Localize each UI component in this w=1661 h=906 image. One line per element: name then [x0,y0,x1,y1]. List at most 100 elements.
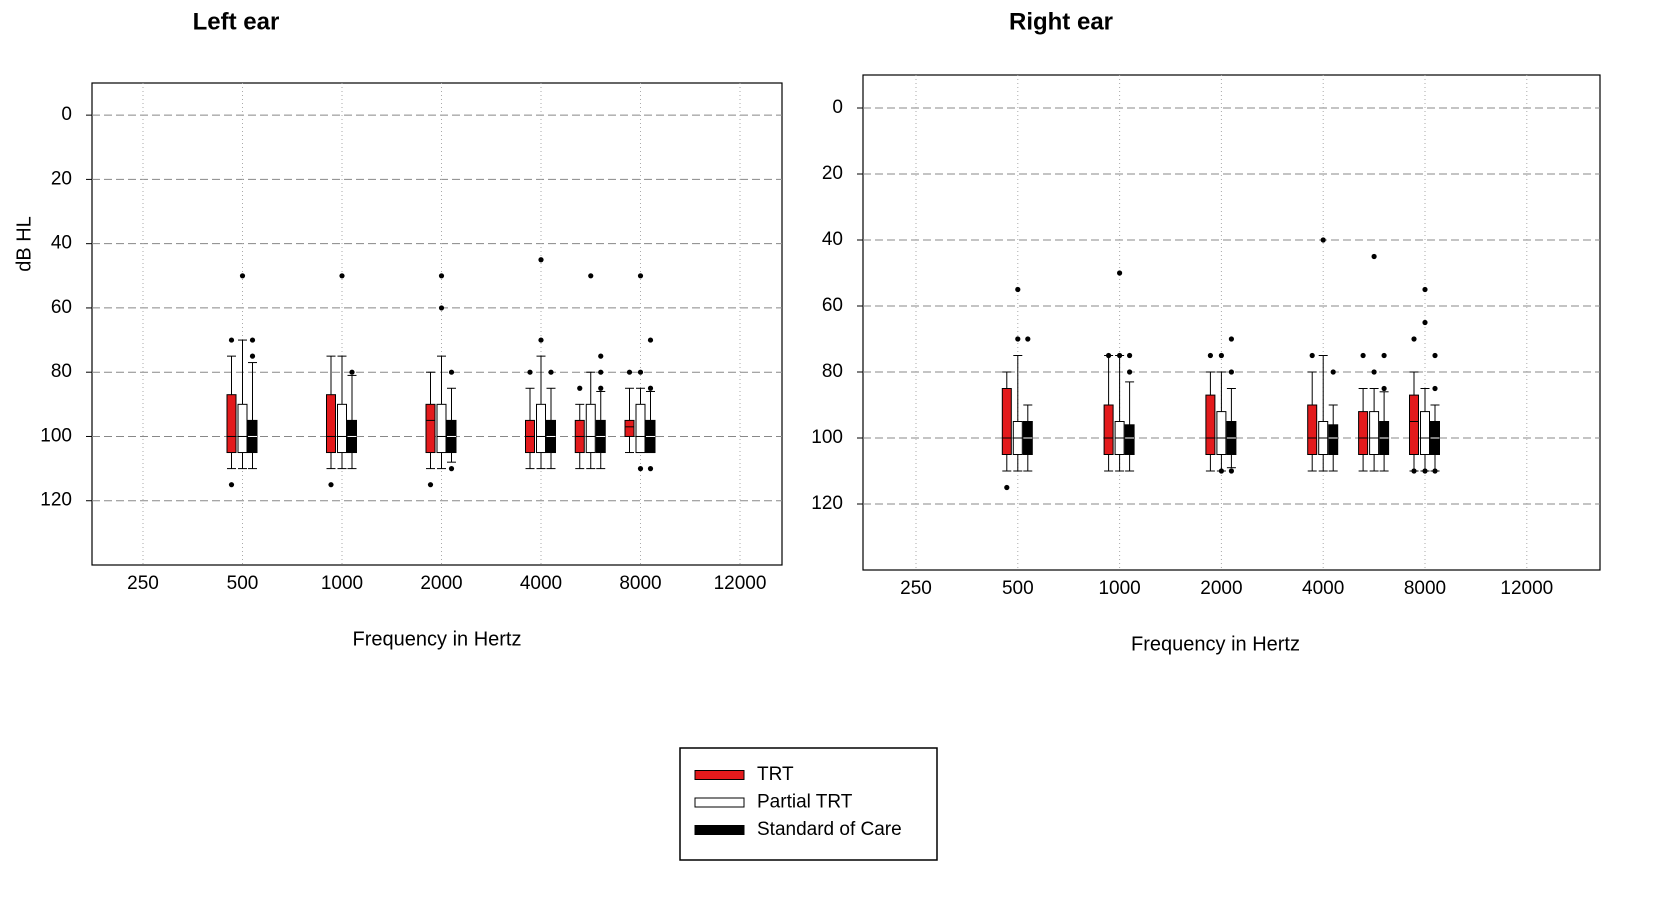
outlier [1320,237,1326,243]
box-group [1012,286,1023,472]
box-group [337,273,347,470]
outlier [438,273,445,279]
box-group [1001,371,1012,491]
outlier [1218,352,1224,359]
x-axis-label: Frequency in Hertz [1131,633,1300,655]
box-group [247,337,258,470]
outlier [598,385,604,391]
x-tick-label: 500 [1002,578,1034,599]
x-tick-label: 500 [227,573,259,594]
chart-title: Left ear [193,8,280,35]
outlier [1207,352,1213,359]
outlier [1360,352,1366,359]
box [1124,424,1135,455]
y-tick-label: 0 [832,97,843,118]
outlier [637,466,644,472]
outlier [637,273,644,279]
outlier [1228,468,1234,474]
legend-label: TRT [757,764,794,785]
plot-frame [91,82,783,566]
outlier [577,385,583,391]
outlier [637,369,644,375]
box-group [1205,352,1216,472]
outlier [228,337,235,343]
outlier [626,369,633,375]
box [1307,404,1318,455]
box [585,403,596,454]
outlier [1371,369,1377,375]
box [635,403,646,454]
outlier [647,466,654,472]
legend-swatch [694,797,745,808]
outlier [527,369,533,375]
outlier [1411,468,1417,474]
outlier [328,482,334,488]
box-group [226,337,237,488]
box-group [1409,336,1419,474]
box-group [237,273,248,470]
box-group [585,273,596,470]
outlier [349,369,355,375]
box-group [1430,352,1440,474]
x-tick-label: 4000 [1302,578,1344,599]
box [624,419,635,437]
box-group [1318,237,1329,472]
y-tick-label: 20 [822,163,843,184]
box-group [635,273,646,472]
box-group [1226,336,1237,474]
outlier [1432,385,1438,392]
box [1369,411,1380,456]
box-group [574,385,585,470]
x-tick-label: 1000 [1098,578,1140,599]
outlier [1117,270,1123,276]
outlier [1330,369,1336,375]
box [1409,394,1419,456]
outlier [1106,352,1112,359]
outlier [538,337,544,343]
outlier [1228,369,1234,375]
outlier [1411,336,1417,342]
box [425,403,436,454]
x-tick-label: 12000 [1500,578,1553,599]
outlier [1371,253,1377,260]
outlier [228,482,235,488]
box [237,403,248,454]
outlier [1127,352,1133,359]
outlier [249,353,256,359]
box-group [1022,336,1033,472]
outlier [448,369,455,375]
box-group [1124,352,1135,472]
outlier [1381,385,1387,392]
legend-label: Partial TRT [757,792,853,813]
chart-title: Right ear [1009,8,1113,35]
outlier [438,305,445,311]
legend-swatch [694,825,745,835]
x-tick-label: 4000 [520,573,562,594]
legend: TRT Partial TRT Standard of Care [679,747,938,861]
y-tick-label: 60 [51,297,72,318]
y-tick-label: 0 [61,104,72,125]
y-tick-label: 120 [811,493,843,514]
y-tick-label: 120 [40,490,72,511]
box-group [446,369,457,472]
outlier [339,273,345,279]
outlier [1432,468,1438,474]
legend-label: Standard of Care [757,819,902,840]
box-group [1328,369,1339,472]
box-group [645,337,656,472]
box-group [1420,286,1430,474]
box-group [326,355,336,488]
outlier [548,369,554,375]
outlier [1309,352,1315,359]
box [1103,404,1114,455]
box-group [536,257,546,470]
box [1205,394,1216,456]
outlier [1117,352,1123,359]
box [1420,411,1430,456]
outlier [598,369,604,375]
outlier [448,466,455,472]
y-tick-label: 20 [51,168,72,189]
x-tick-label: 8000 [619,573,661,594]
box [536,403,546,454]
